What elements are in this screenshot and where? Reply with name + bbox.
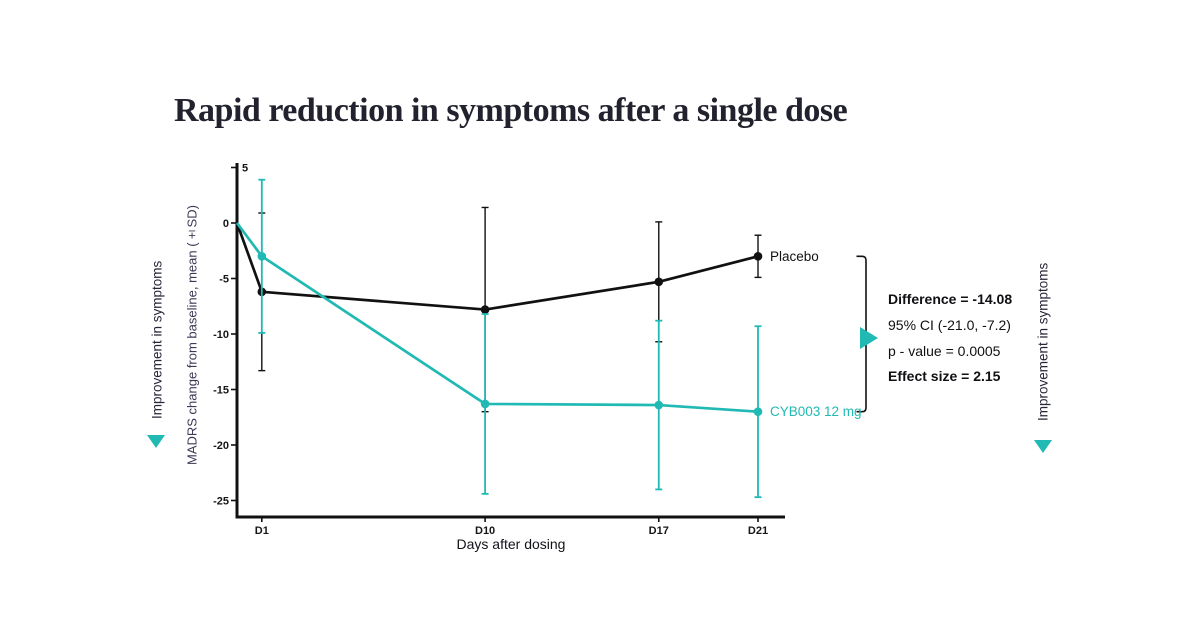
series-label-placebo: Placebo: [770, 249, 819, 264]
y-tick-label: 5: [242, 163, 248, 175]
y-tick-label: -5: [219, 274, 229, 286]
x-tick-label: D1: [255, 525, 269, 537]
series-line-1: [235, 222, 759, 414]
x-tick-label: D10: [475, 525, 495, 537]
y-tick-label: -10: [213, 329, 229, 341]
chart-title: Rapid reduction in symptoms after a sing…: [174, 92, 848, 129]
y-tick-label: 0: [223, 218, 229, 230]
data-point: [753, 407, 763, 417]
bracket-arrow-right-icon: [860, 327, 878, 349]
stat-confidence-interval: 95% CI (-21.0, -7.2): [888, 316, 1011, 333]
series-line-0: [235, 222, 759, 311]
improvement-arrow-down-left-icon: [147, 435, 165, 448]
y-tick-label: -15: [213, 385, 229, 397]
y-tick-label: -25: [213, 496, 229, 508]
improvement-label-right: Improvement in symptoms: [1035, 262, 1051, 422]
stat-effect-size: Effect size = 2.15: [888, 368, 1001, 385]
x-tick-label: D17: [649, 525, 669, 537]
data-point: [753, 251, 763, 261]
data-point: [654, 277, 664, 287]
data-point: [257, 251, 267, 261]
improvement-arrow-down-right-icon: [1034, 440, 1052, 453]
stat-difference: Difference = -14.08: [888, 291, 1013, 307]
series-label-cyb003: CYB003 12 mg: [770, 404, 862, 419]
stats-panel: Difference = -14.08 95% CI (-21.0, -7.2)…: [888, 287, 1012, 390]
data-point: [654, 400, 664, 410]
x-axis-label: Days after dosing: [456, 536, 566, 552]
x-tick-label: D21: [748, 525, 768, 537]
data-point: [480, 305, 490, 314]
y-tick-label: -20: [213, 440, 229, 452]
stat-p-value: p - value = 0.0005: [888, 342, 1001, 359]
data-point: [480, 399, 490, 409]
